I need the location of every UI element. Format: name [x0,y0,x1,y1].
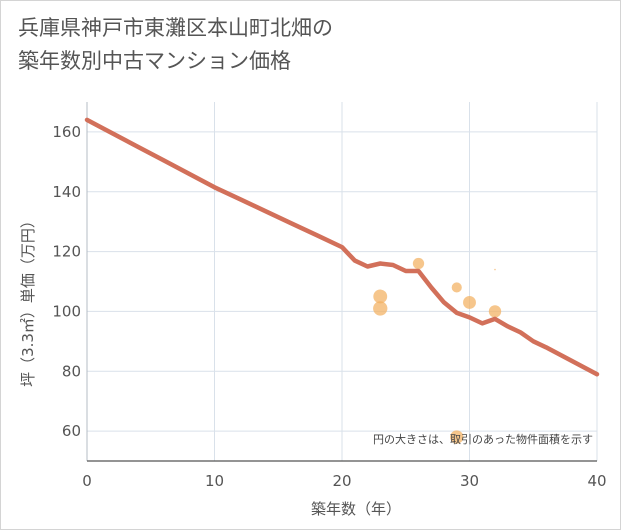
x-tick-label: 0 [82,472,92,490]
x-tick-label: 20 [332,472,351,490]
bubble-series [373,257,502,444]
chart-title-line-1: 兵庫県神戸市東灘区本山町北畑の [18,16,333,40]
transaction-bubble [373,289,388,304]
y-tick-label: 80 [62,362,81,380]
x-tick-label: 40 [587,472,606,490]
y-tick-label: 160 [52,123,81,141]
size-legend-note: 円の大きさは、取引のあった物件面積を示す [373,432,593,446]
chart-title: 兵庫県神戸市東灘区本山町北畑の 築年数別中古マンション価格 [18,12,333,78]
trend-series [84,117,600,377]
y-axis-title: 坪（3.3㎡）単価（万円） [19,213,37,387]
transaction-bubble [373,301,388,316]
x-axis-title: 築年数（年） [311,500,401,518]
transaction-bubble [488,305,502,318]
y-tick-label: 140 [52,183,81,201]
grid-lines [86,102,598,461]
y-tick-label: 60 [62,422,81,440]
y-tick-label: 100 [52,302,81,320]
transaction-bubble [451,282,462,293]
x-tick-label: 10 [205,472,224,490]
transaction-bubble [463,295,476,309]
transaction-bubble [494,268,496,271]
transaction-bubble [450,430,464,444]
trend-line [84,117,600,377]
x-tick-label: 30 [460,472,479,490]
y-tick-label: 120 [52,243,81,261]
transaction-bubble [412,257,425,270]
chart-title-line-2: 築年数別中古マンション価格 [18,49,291,73]
axes [86,102,597,462]
tick-labels: 0 10 20 30 40 60 80 100 120 140 160 [52,123,606,490]
